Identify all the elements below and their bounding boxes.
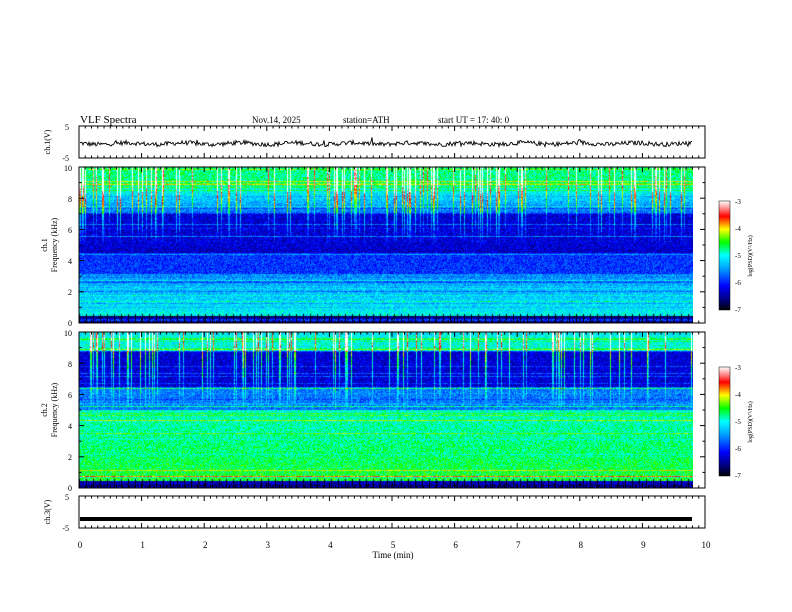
ch2-freq-tick-6: 6: [68, 391, 72, 400]
ch1-ytick-bottom: -5: [62, 154, 69, 163]
ch1-freq-tick-2: 2: [68, 288, 72, 297]
ch2-colorbar-tick-minus4: -4: [735, 391, 741, 399]
ch1-colorbar-tick-minus7: -7: [735, 306, 741, 314]
ch2-colorbar-tick-minus6: -6: [735, 445, 741, 453]
ch1-waveform-line: [79, 137, 693, 149]
ch3-ytick-top: 5: [65, 493, 69, 502]
ch1-colorbar-tick-minus3: -3: [735, 198, 741, 206]
time-tick-8: 8: [579, 540, 584, 550]
time-tick-2: 2: [203, 540, 208, 550]
ch2-colorbar-tick-minus5: -5: [735, 418, 741, 426]
ch3-waveform-panel: 5 -5 ch.3(V): [43, 493, 706, 533]
time-axis-label: Time (min): [373, 550, 414, 560]
ch1-spec-ylabel-frequency: Frequency (kHz): [50, 217, 59, 272]
ch1-colorbar-tick-minus6: -6: [735, 279, 741, 287]
ch1-spectrogram-panel: 0 2 4 6 8 10 ch.1 Frequency (kHz): [40, 164, 706, 328]
ch1-ytick-top: 5: [65, 123, 69, 132]
ch1-waveform-panel: 5 -5 ch.1(V): [43, 123, 706, 163]
ch2-spectrogram-image: [79, 332, 693, 488]
figure-title: VLF Spectra: [80, 114, 137, 126]
ch2-freq-tick-4: 4: [68, 422, 72, 431]
time-tick-10: 10: [702, 540, 712, 550]
ch1-ylabel: ch.1(V): [43, 129, 52, 154]
ch2-freq-tick-8: 8: [68, 360, 72, 369]
ch2-spectrogram-panel: 0 2 4 6 8 10 ch.2 Frequency (kHz): [40, 329, 706, 493]
ch1-freq-tick-4: 4: [68, 257, 72, 266]
ch1-colorbar: -3 -4 -5 -6 -7 log(PSD)(V²/Hz): [718, 198, 754, 314]
time-tick-0: 0: [78, 540, 83, 550]
ch1-freq-tick-10: 10: [64, 164, 72, 173]
ch1-colorbar-tick-minus4: -4: [735, 225, 741, 233]
ch2-spec-ylabel-frequency: Frequency (kHz): [50, 382, 59, 437]
ch3-ytick-bottom: -5: [62, 524, 69, 533]
ch1-freq-tick-6: 6: [68, 226, 72, 235]
ch2-colorbar-scale: [718, 366, 731, 477]
ch1-freq-tick-0: 0: [68, 319, 72, 328]
ch2-spec-ylabel-channel: ch.2: [40, 403, 49, 417]
ch1-spectrogram-image: [79, 167, 693, 323]
ch2-colorbar-tick-minus7: -7: [735, 472, 741, 480]
time-tick-9: 9: [641, 540, 646, 550]
ch1-colorbar-tick-minus5: -5: [735, 252, 741, 260]
ch2-colorbar: -3 -4 -5 -6 -7 log(PSD)(V²/Hz): [718, 364, 754, 480]
time-axis: 0 1 2 3 4 5 6 7 8 9 10 Time (min): [78, 540, 711, 560]
time-tick-6: 6: [453, 540, 458, 550]
ch1-spec-ylabel-channel: ch.1: [40, 238, 49, 252]
axis-tickmarks: [78, 126, 706, 528]
ch2-freq-tick-10: 10: [64, 329, 72, 338]
ch2-colorbar-tick-minus3: -3: [735, 364, 741, 372]
ch1-colorbar-scale: [718, 200, 731, 311]
date-label: Nov.14, 2025: [252, 115, 301, 125]
station-label: station=ATH: [343, 115, 390, 125]
time-tick-5: 5: [391, 540, 396, 550]
start-time-label: start UT = 17: 40: 0: [438, 115, 510, 125]
time-tick-1: 1: [140, 540, 145, 550]
time-tick-3: 3: [266, 540, 271, 550]
ch2-colorbar-label: log(PSD)(V²/Hz): [747, 401, 754, 442]
ch1-freq-tick-8: 8: [68, 195, 72, 204]
ch2-freq-tick-2: 2: [68, 453, 72, 462]
ch1-colorbar-label: log(PSD)(V²/Hz): [747, 235, 754, 276]
time-tick-4: 4: [328, 540, 333, 550]
time-tick-7: 7: [516, 540, 521, 550]
ch2-freq-tick-0: 0: [68, 484, 72, 493]
ch3-ylabel: ch.3(V): [43, 499, 52, 524]
